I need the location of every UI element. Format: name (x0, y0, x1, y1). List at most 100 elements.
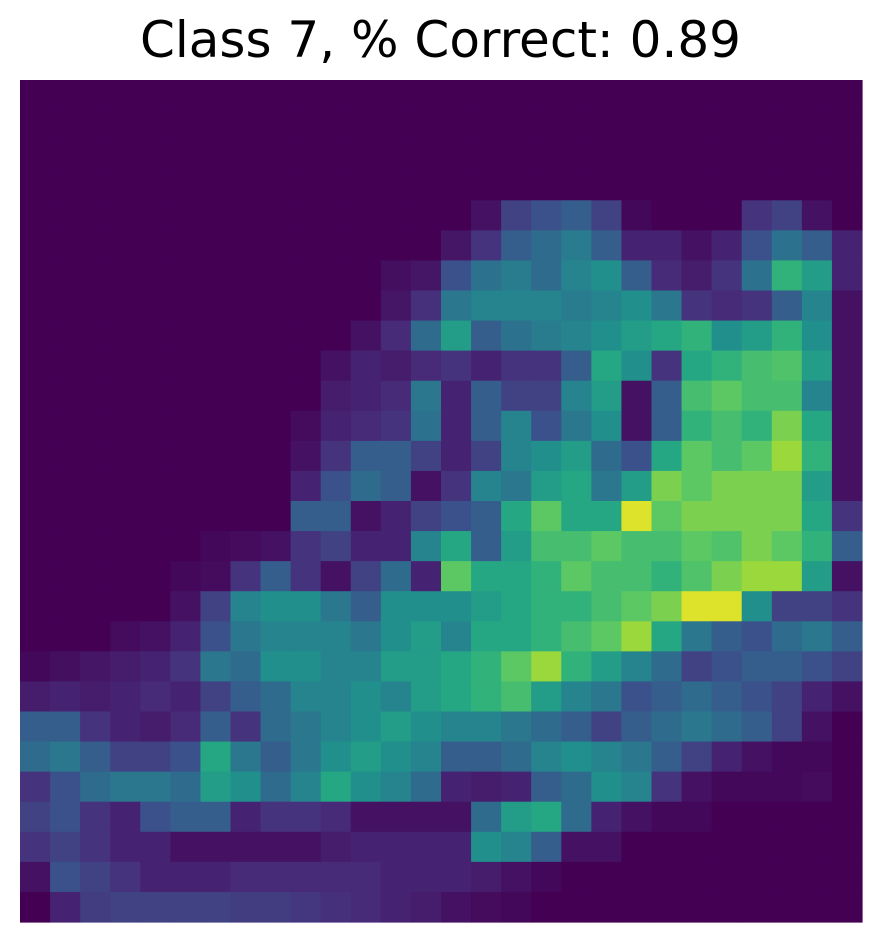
heatmap-cell (380, 320, 412, 352)
heatmap-cell (741, 230, 773, 262)
heatmap-cell (110, 801, 141, 833)
heatmap-cell (531, 711, 562, 743)
heatmap-cell (110, 741, 141, 773)
heatmap-cell (621, 110, 653, 141)
heatmap-cell (410, 350, 442, 382)
heatmap-cell (561, 140, 592, 171)
heatmap-cell (170, 170, 202, 201)
heatmap-cell (441, 110, 472, 141)
heatmap-cell (711, 711, 743, 743)
heatmap-cell (561, 501, 592, 532)
heatmap-cell (681, 80, 713, 111)
heatmap-cell (441, 531, 472, 562)
heatmap-cell (441, 861, 472, 893)
heatmap-cell (350, 470, 382, 502)
heatmap-cell (501, 290, 532, 322)
heatmap-cell (80, 200, 111, 231)
heatmap-cell (350, 651, 382, 683)
heatmap-cell (711, 771, 743, 803)
heatmap-cell (471, 531, 502, 562)
heatmap-cell (170, 410, 202, 442)
heatmap-cell (711, 140, 743, 171)
heatmap-cell (711, 861, 743, 893)
heatmap-cell (320, 380, 352, 412)
heatmap-cell (260, 80, 292, 111)
heatmap-cell (441, 350, 472, 382)
heatmap-cell (651, 861, 683, 893)
heatmap-cell (140, 320, 171, 352)
heatmap-cell (621, 290, 653, 322)
heatmap-cell (320, 200, 352, 231)
heatmap-cell (80, 651, 111, 683)
heatmap-cell (711, 80, 743, 111)
heatmap-cell (110, 350, 141, 382)
heatmap-cell (260, 470, 292, 502)
heatmap-cell (50, 170, 81, 201)
heatmap-cell (200, 200, 232, 231)
heatmap-cell (771, 200, 803, 231)
heatmap-cell (410, 80, 442, 111)
heatmap-cell (501, 260, 532, 292)
heatmap-cell (20, 531, 51, 562)
heatmap-cell (80, 621, 111, 652)
heatmap-cell (170, 350, 202, 382)
heatmap-cell (80, 531, 111, 562)
heatmap-cell (531, 140, 562, 171)
heatmap-cell (380, 501, 412, 532)
heatmap-cell (230, 380, 262, 412)
heatmap-cell (501, 140, 532, 171)
heatmap-cell (20, 681, 51, 713)
heatmap-cell (741, 651, 773, 683)
heatmap-cell (200, 80, 232, 111)
heatmap-cell (20, 350, 51, 382)
heatmap-cell (801, 140, 833, 171)
heatmap-cell (681, 651, 713, 683)
heatmap-cell (140, 350, 171, 382)
heatmap-cell (681, 891, 713, 923)
heatmap-cell (230, 771, 262, 803)
heatmap-cell (50, 410, 81, 442)
heatmap-cell (591, 741, 623, 773)
heatmap-cell (170, 290, 202, 322)
heatmap-cell (200, 651, 232, 683)
heatmap-cell (410, 771, 442, 803)
heatmap-cell (410, 470, 442, 502)
heatmap-cell (260, 711, 292, 743)
heatmap-cell (170, 801, 202, 833)
heatmap-cell (831, 380, 863, 412)
heatmap-cell (651, 110, 683, 141)
heatmap-cell (170, 771, 202, 803)
heatmap-cell (200, 320, 232, 352)
heatmap-cell (801, 711, 833, 743)
heatmap-cell (561, 711, 592, 743)
heatmap-cell (380, 440, 412, 472)
heatmap-cell (621, 861, 653, 893)
heatmap-cell (410, 320, 442, 352)
heatmap-cell (681, 410, 713, 442)
heatmap-cell (501, 531, 532, 562)
heatmap-cell (110, 891, 141, 923)
heatmap-cell (471, 741, 502, 773)
heatmap-cell (50, 380, 81, 412)
heatmap-cell (290, 651, 322, 683)
heatmap-cell (771, 741, 803, 773)
heatmap-cell (170, 861, 202, 893)
heatmap-cell (290, 230, 322, 262)
heatmap-cell (621, 891, 653, 923)
heatmap-cell (441, 741, 472, 773)
heatmap-cell (681, 320, 713, 352)
heatmap-cell (741, 681, 773, 713)
heatmap-cell (260, 140, 292, 171)
heatmap-cell (831, 561, 863, 592)
heatmap-cell (831, 741, 863, 773)
heatmap-cell (290, 561, 322, 592)
heatmap-cell (110, 200, 141, 231)
heatmap-cell (591, 771, 623, 803)
heatmap-cell (741, 861, 773, 893)
heatmap-cell (471, 230, 502, 262)
heatmap-cell (110, 410, 141, 442)
heatmap-cell (621, 801, 653, 833)
heatmap-cell (621, 230, 653, 262)
heatmap-cell (501, 651, 532, 683)
heatmap-cell (110, 771, 141, 803)
